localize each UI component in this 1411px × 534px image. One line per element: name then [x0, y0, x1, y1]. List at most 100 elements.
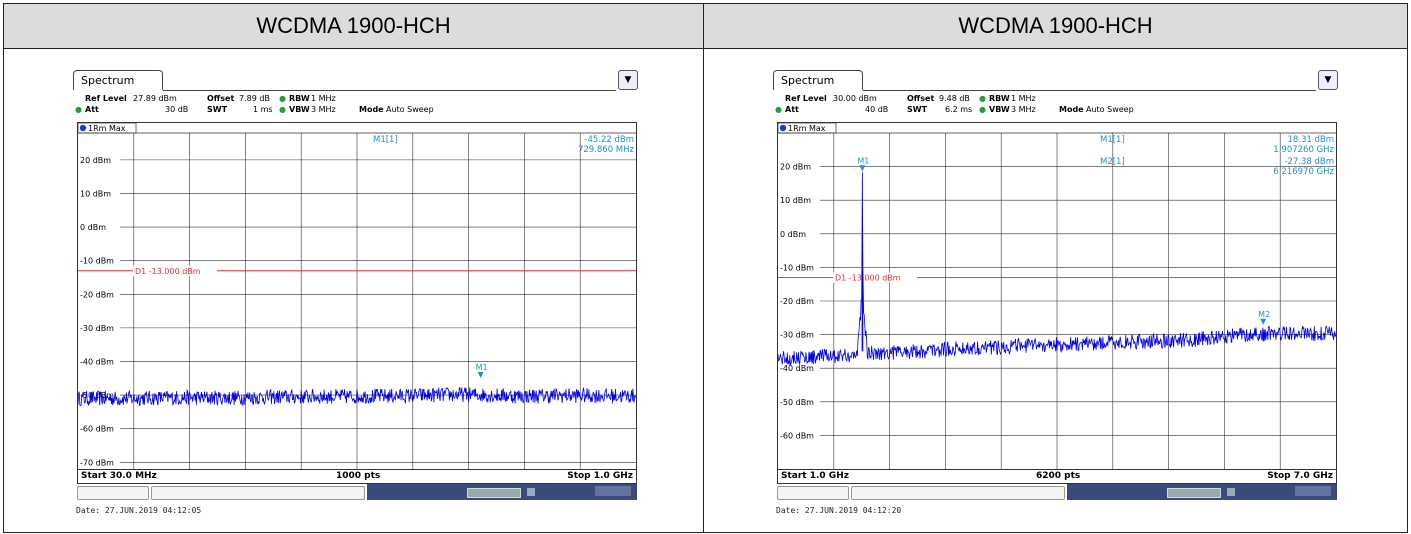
- tab-spectrum[interactable]: Spectrum: [73, 70, 163, 90]
- sweep-points: 1000 pts: [336, 471, 381, 481]
- limit-label-bg: [133, 265, 217, 276]
- led-icon: [527, 488, 535, 496]
- mode-value: Auto Sweep: [1086, 105, 1134, 114]
- marker-triangle: [859, 165, 866, 172]
- vbw-value: 3 MHz: [311, 105, 336, 114]
- marker-label: M1: [476, 363, 488, 372]
- offset-value: 9.48 dB: [939, 94, 970, 103]
- start-frequency: Start 30.0 MHz: [81, 471, 157, 481]
- status-field[interactable]: [77, 486, 149, 500]
- rbw-value: 1 MHz: [311, 94, 336, 103]
- att-indicator-icon: ●: [775, 105, 782, 114]
- marker-readout-value: -45.22 dBm: [584, 135, 634, 145]
- offset-value: 7.89 dB: [239, 94, 270, 103]
- att-label: Att: [85, 105, 99, 114]
- vbw-label: VBW: [989, 105, 1010, 114]
- trace-label: 1Rm Max: [88, 124, 126, 133]
- vbw-label: VBW: [289, 105, 310, 114]
- status-bar: [777, 484, 1337, 500]
- limit-line-label: D1 -13.000 dBm: [835, 273, 901, 282]
- y-tick-label: -60 dBm: [80, 425, 114, 434]
- y-tick-label: -30 dBm: [780, 331, 814, 340]
- mode-value: Auto Sweep: [386, 105, 434, 114]
- rbw-label: RBW: [289, 94, 310, 103]
- swt-value: 1 ms: [253, 105, 273, 114]
- y-tick-label: -60 dBm: [780, 431, 814, 440]
- settings-header: Ref Level 27.89 dBm Offset 7.89 dB ● RBW…: [73, 93, 638, 119]
- spectrum-screenshot: Spectrum ▼ Ref Level 27.89 dBm Offset 7.…: [73, 66, 638, 528]
- swt-value: 6.2 ms: [945, 105, 973, 114]
- plot-frame: 1Rm Max 20 dBm 10 dBm 0 dBm -10 dBm -20 dBm -3…: [77, 122, 637, 470]
- marker-readout-frequency: 729.860 MHz: [578, 145, 635, 155]
- limit-line-label: D1 -13.000 dBm: [135, 267, 201, 276]
- rbw-value: 1 MHz: [1011, 94, 1036, 103]
- y-tick-label: -40 dBm: [780, 364, 814, 373]
- progress-icon: [467, 488, 521, 498]
- marker-readout-name: M1[1]: [1100, 135, 1125, 145]
- tab-bar: Spectrum ▼: [773, 70, 1338, 92]
- panel-left: WCDMA 1900-HCH Spectrum ▼ Ref Level 27.8…: [4, 4, 704, 532]
- coupled-indicator-icon: ●: [279, 94, 286, 103]
- trace-line: [77, 386, 637, 407]
- y-tick-label: 10 dBm: [80, 189, 111, 198]
- clock-icon: [1295, 486, 1331, 496]
- spectrum-chart: 1Rm Max 20 dBm 10 dBm 0 dBm -10 dBm -20 dBm -3…: [777, 122, 1337, 469]
- y-tick-label: -30 dBm: [80, 324, 114, 333]
- tab-spectrum[interactable]: Spectrum: [773, 70, 863, 90]
- offset-label: Offset: [907, 94, 935, 103]
- coupled-indicator-icon: ●: [979, 105, 986, 114]
- offset-label: Offset: [207, 94, 235, 103]
- tab-divider: [863, 90, 1316, 91]
- plot-frame: 1Rm Max 20 dBm 10 dBm 0 dBm -10 dBm -20 dBm -3…: [777, 122, 1337, 470]
- status-field[interactable]: [851, 486, 1065, 500]
- capture-date: Date: 27.JUN.2019 04:12:20: [776, 506, 902, 515]
- led-icon: [1227, 488, 1235, 496]
- swt-label: SWT: [907, 105, 928, 114]
- clock-icon: [595, 486, 631, 496]
- y-tick-label: 0 dBm: [80, 223, 106, 232]
- panel-header: WCDMA 1900-HCH: [4, 4, 703, 49]
- y-tick-label: -70 dBm: [80, 458, 114, 467]
- ref-level-label: Ref Level: [785, 94, 827, 103]
- status-indicator: [367, 484, 637, 500]
- capture-date: Date: 27.JUN.2019 04:12:05: [76, 506, 202, 515]
- mode-label: Mode: [359, 105, 384, 114]
- coupled-indicator-icon: ●: [279, 105, 286, 114]
- vbw-value: 3 MHz: [1011, 105, 1036, 114]
- marker-label: M1: [857, 156, 869, 165]
- menu-icon[interactable]: ▼: [1318, 70, 1338, 90]
- ref-level-value: 30.00 dBm: [833, 94, 877, 103]
- stop-frequency: Stop 1.0 GHz: [567, 471, 633, 481]
- y-tick-label: 20 dBm: [780, 163, 811, 172]
- swt-label: SWT: [207, 105, 228, 114]
- y-tick-label: -10 dBm: [780, 263, 814, 272]
- status-bar: [77, 484, 637, 500]
- y-tick-label: -40 dBm: [80, 357, 114, 366]
- marker-readout-value: 18.31 dBm: [1287, 135, 1334, 145]
- y-tick-label: -20 dBm: [80, 290, 114, 299]
- progress-icon: [1167, 488, 1221, 498]
- coupled-indicator-icon: ●: [979, 94, 986, 103]
- marker-readout-name: M2[1]: [1100, 157, 1125, 167]
- trace-line: [777, 172, 1337, 366]
- sweep-points: 6200 pts: [1036, 471, 1081, 481]
- y-tick-label: 10 dBm: [780, 196, 811, 205]
- trace-indicator-icon: [79, 124, 87, 132]
- att-value: 30 dB: [165, 105, 189, 114]
- y-tick-label: -20 dBm: [780, 297, 814, 306]
- marker-label: M2: [1258, 310, 1270, 319]
- start-frequency: Start 1.0 GHz: [781, 471, 849, 481]
- status-indicator: [1067, 484, 1337, 500]
- status-field[interactable]: [777, 486, 849, 500]
- marker-readout-frequency: 1.907260 GHz: [1273, 145, 1334, 155]
- y-tick-label: 20 dBm: [80, 156, 111, 165]
- settings-header: Ref Level 30.00 dBm Offset 9.48 dB ● RBW…: [773, 93, 1338, 119]
- att-indicator-icon: ●: [75, 105, 82, 114]
- y-tick-label: 0 dBm: [780, 230, 806, 239]
- att-value: 40 dB: [865, 105, 889, 114]
- status-field[interactable]: [151, 486, 365, 500]
- rbw-label: RBW: [989, 94, 1010, 103]
- panel-header: WCDMA 1900-HCH: [704, 4, 1407, 49]
- ref-level-value: 27.89 dBm: [133, 94, 177, 103]
- menu-icon[interactable]: ▼: [618, 70, 638, 90]
